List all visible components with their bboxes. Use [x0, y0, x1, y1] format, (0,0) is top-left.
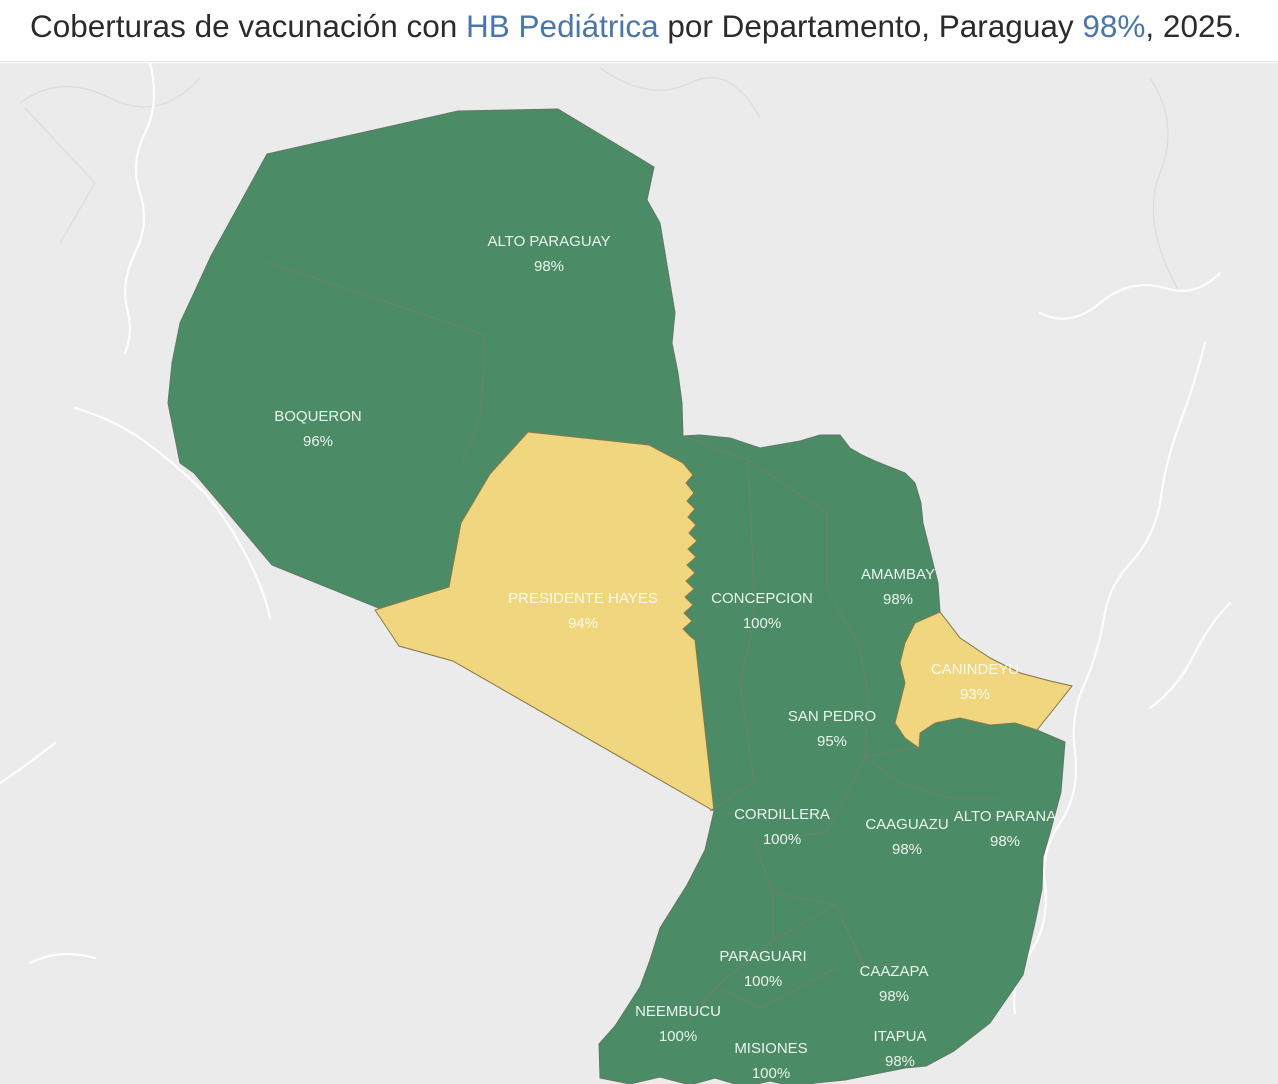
svg-text:98%: 98% [883, 591, 913, 608]
svg-text:NEEMBUCU: NEEMBUCU [635, 1003, 721, 1020]
svg-text:CONCEPCION: CONCEPCION [711, 590, 813, 607]
svg-text:PRESIDENTE HAYES: PRESIDENTE HAYES [508, 590, 658, 607]
svg-text:CAAGUAZU: CAAGUAZU [865, 816, 948, 833]
svg-text:ITAPUA: ITAPUA [873, 1028, 926, 1045]
svg-text:MISIONES: MISIONES [734, 1040, 807, 1057]
svg-text:BOQUERON: BOQUERON [274, 408, 362, 425]
svg-text:SAN PEDRO: SAN PEDRO [788, 708, 876, 725]
svg-text:100%: 100% [744, 973, 782, 990]
svg-text:98%: 98% [879, 988, 909, 1005]
svg-text:100%: 100% [752, 1065, 790, 1082]
svg-text:98%: 98% [534, 258, 564, 275]
svg-text:94%: 94% [568, 615, 598, 632]
svg-text:98%: 98% [892, 841, 922, 858]
svg-text:ALTO PARANA: ALTO PARANA [954, 808, 1057, 825]
svg-text:100%: 100% [659, 1028, 697, 1045]
svg-text:95%: 95% [817, 733, 847, 750]
svg-text:98%: 98% [885, 1053, 915, 1070]
svg-text:CORDILLERA: CORDILLERA [734, 806, 830, 823]
svg-text:CAAZAPA: CAAZAPA [860, 963, 929, 980]
svg-text:AMAMBAY: AMAMBAY [861, 566, 935, 583]
svg-text:100%: 100% [743, 615, 781, 632]
svg-text:ALTO PARAGUAY: ALTO PARAGUAY [487, 233, 610, 250]
svg-text:CANINDEYU: CANINDEYU [931, 661, 1019, 678]
svg-text:93%: 93% [960, 686, 990, 703]
svg-text:PARAGUARI: PARAGUARI [719, 948, 806, 965]
svg-text:96%: 96% [303, 433, 333, 450]
svg-text:100%: 100% [763, 831, 801, 848]
svg-text:98%: 98% [990, 833, 1020, 850]
